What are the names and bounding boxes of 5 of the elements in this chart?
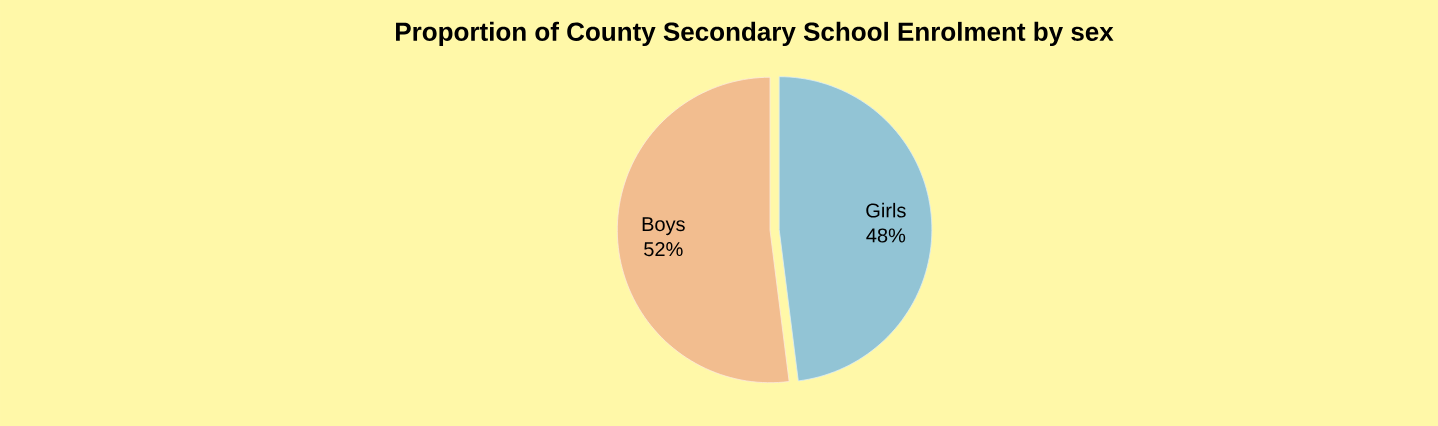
slice-label: Girls xyxy=(866,202,906,218)
data-label: 48% xyxy=(866,228,906,243)
chart-title: Proportion of County Secondary School Enrolment by sex xyxy=(396,21,1114,47)
data-label: 52% xyxy=(644,242,683,257)
slice-label: Boys xyxy=(642,217,685,236)
